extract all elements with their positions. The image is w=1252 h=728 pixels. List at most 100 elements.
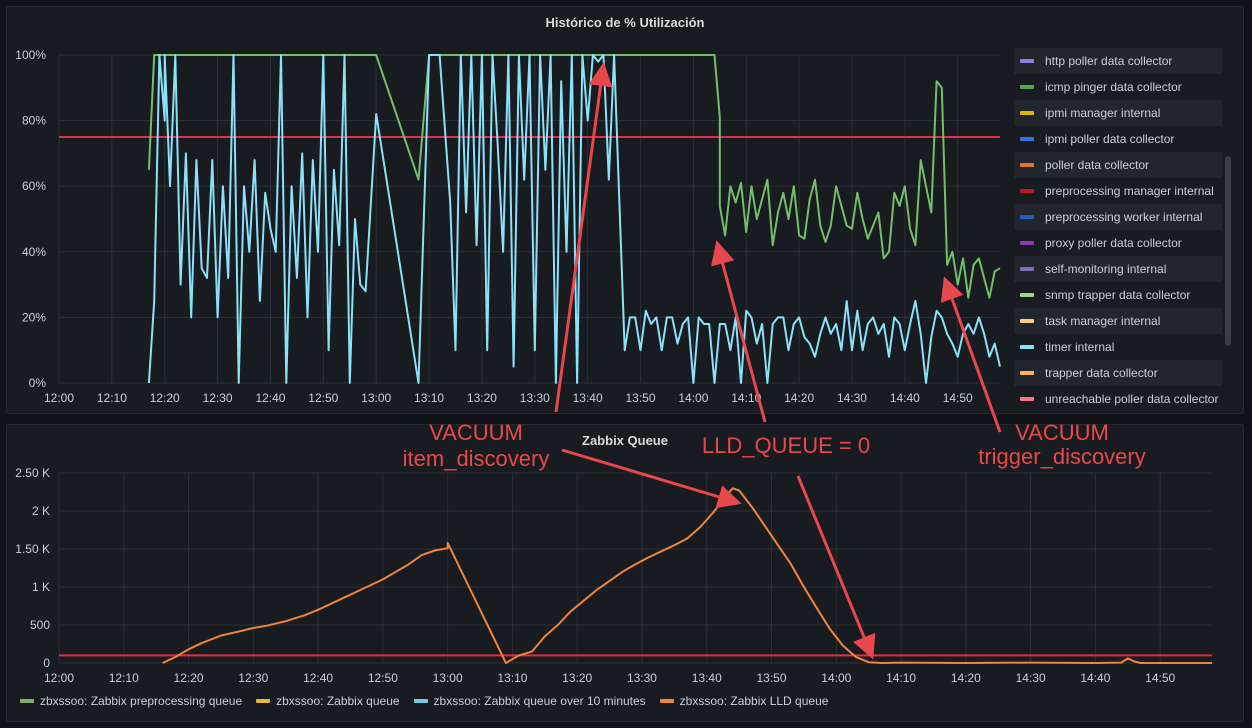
y-tick-label: 1 K: [32, 580, 50, 594]
x-tick-label: 12:30: [238, 671, 268, 685]
queue-panel-title[interactable]: Zabbix Queue: [582, 433, 668, 448]
x-tick-label: 14:50: [943, 391, 973, 405]
legend-label: zbxssoo: Zabbix LLD queue: [679, 694, 829, 708]
x-tick-label: 14:00: [678, 391, 708, 405]
legend-label: task manager internal: [1045, 314, 1161, 328]
legend-swatch: [413, 699, 428, 703]
legend-item[interactable]: task manager internal: [1014, 308, 1222, 334]
legend-label: preprocessing manager internal: [1045, 184, 1214, 198]
legend-swatch: [1020, 189, 1034, 193]
y-tick-label: 60%: [22, 179, 46, 193]
legend-swatch: [1020, 319, 1034, 323]
chart-1-group: 0 500 1 K 1.50 K 2 K 2.50 K 12:00 12:10 12:20 12:…: [15, 466, 1212, 685]
legend-swatch: [659, 699, 674, 703]
x-tick-label: 13:30: [520, 391, 550, 405]
queue-legend-item[interactable]: zbxssoo: Zabbix LLD queue: [659, 694, 829, 708]
x-tick-label: 14:10: [731, 391, 761, 405]
legend-label: poller data collector: [1045, 158, 1150, 172]
x-tick-label: 12:50: [308, 391, 338, 405]
legend-label: ipmi manager internal: [1045, 106, 1161, 120]
x-tick-label: 12:30: [203, 391, 233, 405]
y-tick-label: 2 K: [32, 504, 50, 518]
x-tick-label: 12:40: [303, 671, 333, 685]
x-tick-label: 13:50: [626, 391, 656, 405]
queue-legend-item[interactable]: zbxssoo: Zabbix preprocessing queue: [20, 694, 242, 708]
legend-item[interactable]: self-monitoring internal: [1014, 256, 1222, 282]
legend-label: preprocessing worker internal: [1045, 210, 1203, 224]
legend-swatch: [1020, 111, 1034, 115]
legend-label: zbxssoo: Zabbix queue over 10 minutes: [433, 694, 646, 708]
legend-swatch: [20, 699, 34, 703]
x-tick-label: 13:50: [757, 671, 787, 685]
legend-swatch: [1020, 137, 1034, 141]
legend-label: proxy poller data collector: [1045, 236, 1182, 250]
x-tick-label: 14:50: [1145, 671, 1175, 685]
legend-item[interactable]: ipmi poller data collector: [1014, 126, 1222, 152]
legend-swatch: [1020, 163, 1034, 167]
legend-swatch: [1020, 215, 1034, 219]
legend-item[interactable]: preprocessing manager internal: [1014, 178, 1222, 204]
series-line-zbxssoo-zabbix-lld-queue[interactable]: [162, 487, 1212, 664]
x-tick-label: 14:40: [890, 391, 920, 405]
x-tick-label: 12:00: [44, 391, 74, 405]
legend-label: timer internal: [1045, 340, 1115, 354]
x-tick-label: 13:30: [627, 671, 657, 685]
legend-swatch: [1020, 293, 1034, 297]
legend-swatch: [1020, 397, 1034, 401]
legend-swatch: [1020, 345, 1034, 349]
legend-item[interactable]: trapper data collector: [1014, 360, 1222, 386]
queue-legend-item[interactable]: zbxssoo: Zabbix queue: [256, 694, 400, 708]
series-line-icmp-pinger-data-collector[interactable]: [147, 54, 1001, 299]
x-tick-label: 12:20: [150, 391, 180, 405]
legend-swatch: [1020, 59, 1034, 63]
x-tick-label: 12:10: [109, 671, 139, 685]
legend-swatch: [1020, 371, 1034, 375]
x-tick-label: 14:00: [821, 671, 851, 685]
legend-item[interactable]: ipmi manager internal: [1014, 100, 1222, 126]
legend-label: icmp pinger data collector: [1045, 80, 1182, 94]
legend-label: http poller data collector: [1045, 54, 1173, 68]
x-tick-label: 12:10: [97, 391, 127, 405]
legend-item[interactable]: proxy poller data collector: [1014, 230, 1222, 256]
x-tick-label: 13:40: [573, 391, 603, 405]
y-tick-label: 500: [30, 618, 50, 632]
x-tick-label: 13:10: [497, 671, 527, 685]
x-tick-label: 14:20: [784, 391, 814, 405]
legend-label: self-monitoring internal: [1045, 262, 1167, 276]
legend-item[interactable]: timer internal: [1014, 334, 1222, 360]
x-tick-label: 14:30: [1016, 671, 1046, 685]
legend-item[interactable]: unreachable poller data collector: [1014, 386, 1222, 412]
legend-scrollbar[interactable]: [1225, 156, 1231, 346]
x-tick-label: 12:50: [368, 671, 398, 685]
legend-swatch: [1020, 241, 1034, 245]
y-tick-label: 40%: [22, 245, 46, 259]
series-line-timer-internal[interactable]: [147, 54, 1001, 384]
legend-label: zbxssoo: Zabbix preprocessing queue: [40, 694, 243, 708]
legend-label: zbxssoo: Zabbix queue: [276, 694, 400, 708]
legend-label: snmp trapper data collector: [1045, 288, 1191, 302]
legend-item[interactable]: http poller data collector: [1014, 48, 1222, 74]
y-tick-label: 80%: [22, 114, 46, 128]
x-tick-label: 12:00: [44, 671, 74, 685]
x-tick-label: 12:40: [255, 391, 285, 405]
x-tick-label: 14:10: [886, 671, 916, 685]
x-tick-label: 13:00: [361, 391, 391, 405]
utilization-legend: http poller data collector icmp pinger da…: [1014, 48, 1222, 412]
queue-legend-item[interactable]: zbxssoo: Zabbix queue over 10 minutes: [413, 694, 646, 708]
y-tick-label: 1.50 K: [15, 542, 50, 556]
utilization-panel-title[interactable]: Histórico de % Utilización: [545, 15, 705, 30]
chart-0-group: 0% 20% 40% 60% 80% 100% 12:00 12:10 12:20 12:30 12…: [15, 48, 1001, 405]
legend-swatch: [1020, 85, 1034, 89]
legend-item[interactable]: icmp pinger data collector: [1014, 74, 1222, 100]
legend-swatch: [256, 699, 271, 703]
y-tick-label: 2.50 K: [15, 466, 50, 480]
legend-item[interactable]: preprocessing worker internal: [1014, 204, 1222, 230]
y-tick-label: 0: [43, 656, 50, 670]
legend-item[interactable]: poller data collector: [1014, 152, 1222, 178]
legend-item[interactable]: snmp trapper data collector: [1014, 282, 1222, 308]
x-tick-label: 14:30: [837, 391, 867, 405]
y-tick-label: 100%: [15, 48, 46, 62]
x-tick-label: 14:40: [1080, 671, 1110, 685]
queue-legend: zbxssoo: Zabbix preprocessing queue zbxss…: [20, 694, 842, 708]
